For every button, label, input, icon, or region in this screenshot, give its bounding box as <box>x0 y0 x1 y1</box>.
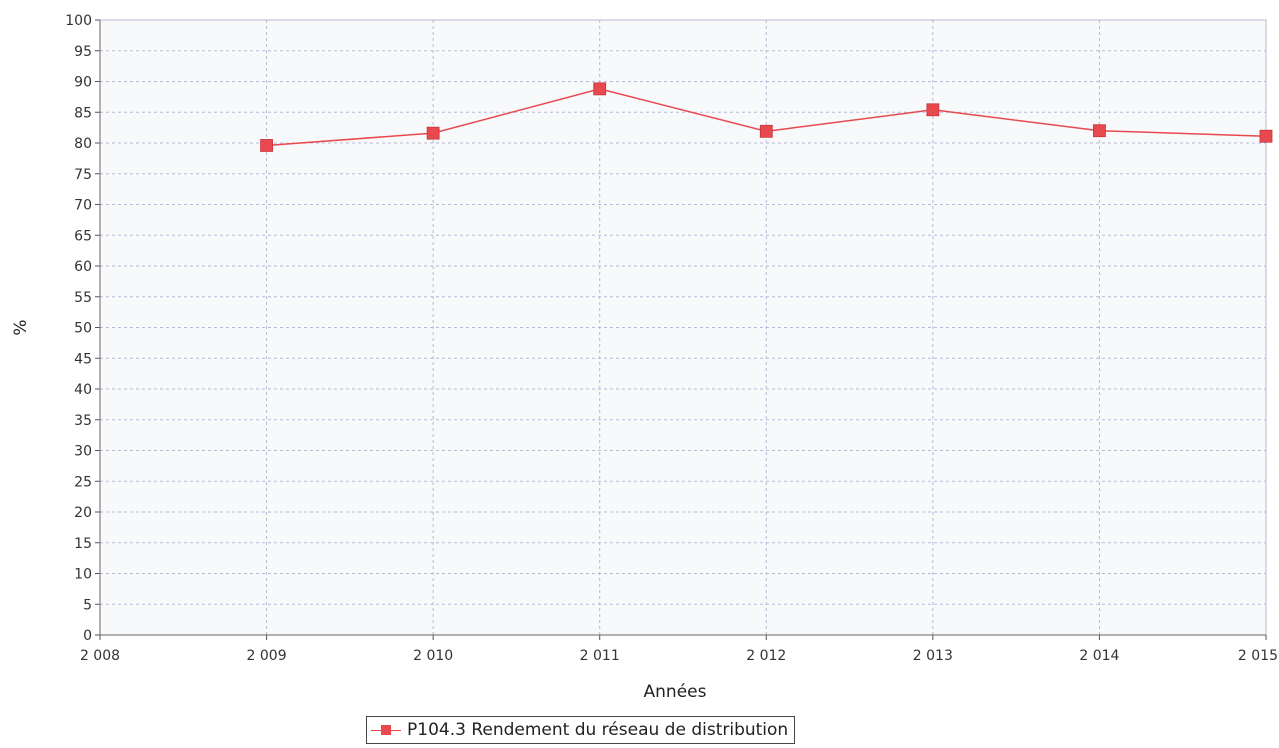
x-tick-label: 2 009 <box>247 648 287 664</box>
y-axis-title: % <box>11 319 31 335</box>
legend-swatch <box>371 723 401 737</box>
y-tick-label: 15 <box>74 536 92 552</box>
y-tick-label: 50 <box>74 321 92 337</box>
data-point <box>1259 129 1273 143</box>
y-tick-label: 40 <box>74 382 92 398</box>
y-tick-label: 100 <box>65 13 92 29</box>
data-point <box>593 82 607 96</box>
data-point <box>1093 124 1106 138</box>
y-tick-label: 85 <box>74 105 92 121</box>
y-tick-label: 65 <box>74 228 92 244</box>
x-tick-label: 2 010 <box>413 648 453 664</box>
legend-label: P104.3 Rendement du réseau de distributi… <box>407 720 789 740</box>
y-tick-label: 20 <box>74 505 92 521</box>
y-tick-label: 30 <box>74 444 92 460</box>
tick-labels: 0 5 10 15 20 25 30 35 40 45 50 55 60 65 70 75 80 85 90 95 10… <box>65 13 1278 664</box>
y-tick-label: 45 <box>74 351 92 367</box>
series <box>260 82 1273 152</box>
x-tick-label: 2 008 <box>80 648 120 664</box>
data-point <box>260 139 273 152</box>
y-tick-label: 60 <box>74 259 92 275</box>
x-tick-label: 2 015 <box>1238 648 1278 664</box>
x-tick-label: 2 011 <box>580 648 620 664</box>
data-point <box>426 126 440 140</box>
data-point <box>759 124 773 138</box>
y-tick-label: 75 <box>74 167 92 183</box>
y-tick-label: 0 <box>83 628 92 644</box>
y-tick-label: 10 <box>74 567 92 583</box>
grid <box>100 19 1267 635</box>
x-tick-label: 2 014 <box>1079 648 1119 664</box>
y-tick-label: 35 <box>74 413 92 429</box>
legend: P104.3 Rendement du réseau de distributi… <box>366 716 796 744</box>
x-axis-title: Années <box>644 682 707 702</box>
x-tick-label: 2 012 <box>746 648 786 664</box>
y-tick-label: 5 <box>83 597 92 613</box>
y-tick-label: 95 <box>74 44 92 60</box>
y-tick-label: 55 <box>74 290 92 306</box>
data-point <box>926 103 940 117</box>
axes <box>95 19 1267 640</box>
x-tick-label: 2 013 <box>913 648 953 664</box>
y-tick-label: 80 <box>74 136 92 152</box>
y-tick-label: 90 <box>74 75 92 91</box>
y-tick-label: 70 <box>74 198 92 214</box>
y-tick-label: 25 <box>74 474 92 490</box>
